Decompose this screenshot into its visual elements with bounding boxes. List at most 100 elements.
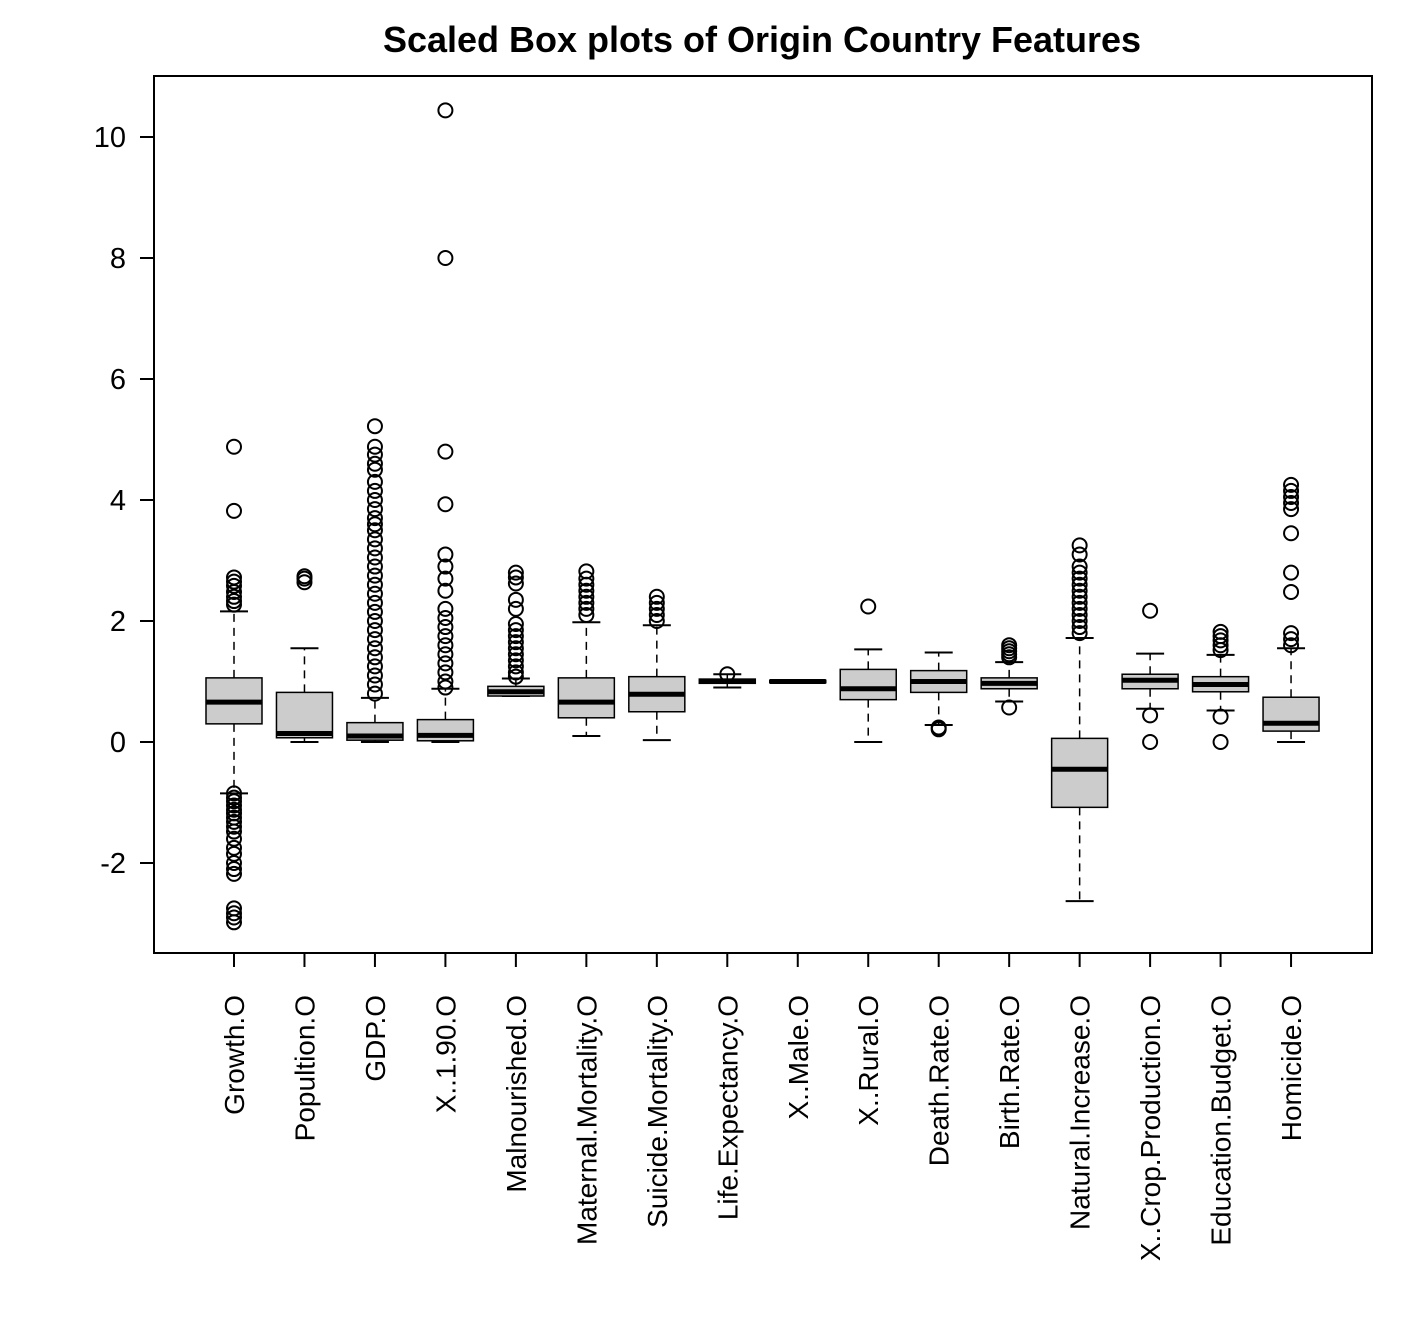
outlier-point: [226, 583, 242, 600]
outlier-point: [366, 455, 383, 472]
outlier-point: [1071, 613, 1088, 629]
outlier-point: [437, 558, 454, 575]
outlier-point: [507, 591, 524, 608]
outlier-point: [366, 558, 383, 575]
box-7: [698, 666, 757, 967]
x-category-label: Suicide.Mortality.O: [642, 995, 673, 1228]
y-tick-label: -2: [100, 848, 126, 880]
outlier-point: [226, 577, 242, 594]
outlier-point: [437, 619, 454, 636]
x-category-label: X..Rural.O: [853, 995, 884, 1126]
outlier-point: [226, 588, 242, 605]
outlier-point: [366, 567, 383, 584]
box-12: [1050, 537, 1109, 967]
outlier-point: [437, 664, 454, 681]
outlier-point: [507, 664, 524, 681]
outlier-point: [507, 616, 524, 633]
outlier-point: [578, 594, 595, 611]
outlier-point: [1283, 637, 1300, 654]
outlier-point: [366, 640, 383, 657]
box-series: [205, 102, 1320, 967]
box-iqr: [1050, 737, 1109, 809]
outlier-point: [507, 640, 524, 657]
box-5: [557, 563, 616, 967]
outlier-point: [860, 598, 877, 615]
outlier-point: [366, 549, 383, 566]
outlier-point: [226, 785, 242, 802]
outlier-point: [366, 522, 383, 539]
outlier-point: [226, 909, 242, 926]
box-11: [980, 637, 1038, 967]
outlier-point: [366, 438, 383, 455]
outlier-point: [366, 446, 383, 463]
outlier-point: [578, 588, 595, 605]
outlier-point: [366, 516, 383, 533]
outlier-point: [437, 628, 454, 645]
outlier-point: [1001, 699, 1018, 716]
outlier-point: [507, 622, 524, 639]
outlier-point: [1071, 606, 1088, 623]
x-category-label: Death.Rate.O: [924, 995, 955, 1166]
outlier-point: [1283, 564, 1300, 581]
box-13: [1121, 602, 1179, 967]
plot-frame: [153, 75, 1373, 954]
x-category-label: Education.Budget.O: [1206, 995, 1237, 1246]
outlier-point: [1142, 602, 1159, 619]
box-6: [628, 588, 686, 967]
outlier-point: [437, 679, 454, 696]
outlier-point: [226, 797, 242, 814]
outlier-point: [226, 596, 242, 613]
outlier-point: [1071, 576, 1088, 593]
outlier-point: [366, 585, 383, 602]
outlier-point: [366, 482, 383, 499]
y-tick-label: 6: [110, 364, 126, 396]
outlier-point: [578, 570, 595, 587]
outlier-point: [226, 818, 242, 835]
y-axis: -2 0 2 4 6 8 10: [94, 122, 155, 880]
x-category-label: X..Male.O: [783, 995, 814, 1119]
outlier-point: [1071, 564, 1088, 581]
outlier-point: [437, 250, 454, 266]
outlier-point: [226, 861, 242, 878]
box-3: [416, 102, 475, 967]
outlier-point: [226, 845, 242, 862]
outlier-point: [366, 510, 383, 527]
outlier-point: [507, 646, 524, 663]
outlier-point: [296, 568, 313, 585]
outlier-point: [366, 418, 383, 435]
outlier-point: [226, 502, 242, 519]
box-0: [205, 438, 263, 967]
outlier-point: [1283, 631, 1300, 648]
box-8: [769, 679, 827, 967]
outlier-point: [507, 634, 524, 651]
outlier-point: [437, 673, 454, 690]
outlier-point: [437, 646, 454, 663]
outlier-point: [1283, 488, 1300, 505]
outlier-point: [226, 573, 242, 590]
outlier-point: [1071, 625, 1088, 642]
outlier-point: [366, 631, 383, 648]
outlier-point: [366, 501, 383, 518]
outlier-point: [366, 658, 383, 675]
box-iqr: [275, 691, 334, 739]
outlier-point: [226, 865, 242, 882]
chart-title: Scaled Box plots of Origin Country Featu…: [383, 19, 1141, 60]
outlier-point: [226, 823, 242, 840]
outlier-point: [1071, 619, 1088, 636]
outlier-point: [437, 443, 454, 460]
outlier-point: [578, 582, 595, 599]
y-tick-label: 2: [110, 606, 126, 638]
box-4: [487, 564, 545, 967]
y-tick-label: 4: [110, 485, 126, 517]
outlier-point: [366, 676, 383, 693]
outlier-point: [366, 594, 383, 611]
box-iqr: [557, 677, 616, 719]
outlier-point: [1001, 649, 1018, 666]
outlier-point: [1071, 582, 1088, 599]
outlier-point: [1212, 637, 1229, 654]
outlier-point: [366, 492, 383, 508]
outlier-point: [1212, 632, 1229, 649]
outlier-point: [578, 600, 595, 617]
outlier-point: [437, 570, 454, 587]
outlier-point: [366, 531, 383, 548]
